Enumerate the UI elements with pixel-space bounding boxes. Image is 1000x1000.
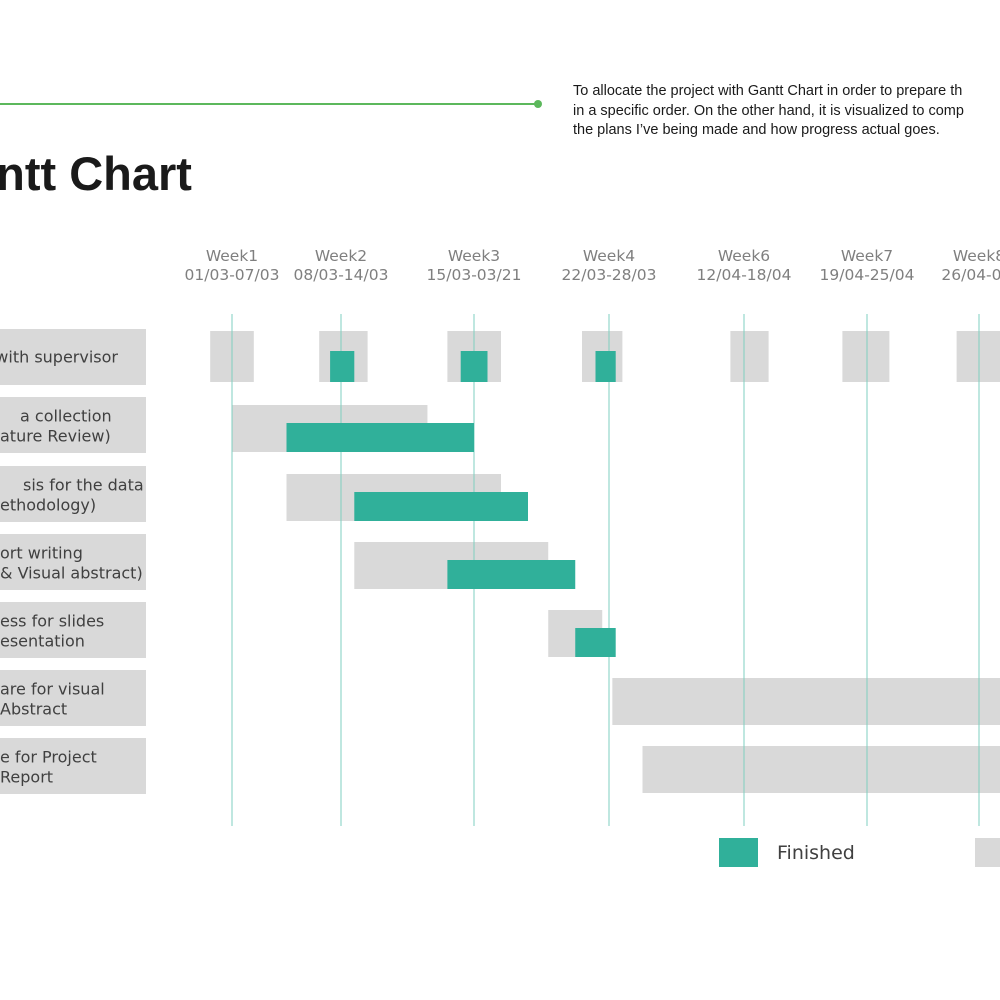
page-title: antt Chart: [0, 147, 192, 200]
finished-bar: [595, 351, 616, 382]
header-divider-line: [0, 103, 538, 105]
legend-swatch-planned: [975, 838, 1000, 867]
task-label: ess for slides: [0, 612, 104, 631]
finished-bar: [460, 351, 488, 382]
legend-label-finished: Finished: [777, 842, 855, 864]
week-header-range: 12/04-18/04: [697, 266, 792, 284]
task-label: ethodology): [0, 496, 96, 515]
task-label: & Visual abstract): [0, 564, 143, 583]
description-line: To allocate the project with Gantt Chart…: [573, 83, 963, 99]
week-header-range: 19/04-25/04: [820, 266, 915, 284]
task-label: sis for the data: [23, 476, 144, 495]
description-text: To allocate the project with Gantt Chart…: [573, 82, 1000, 141]
finished-bar: [330, 351, 355, 382]
week-header-range: 15/03-03/21: [427, 266, 522, 284]
week-header-range: 26/04-02/: [941, 266, 1000, 284]
description-line: in a specific order. On the other hand, …: [573, 102, 964, 119]
week-header-range: 08/03-14/03: [294, 266, 389, 284]
week-header-name: Week7: [841, 247, 893, 265]
task-label-box: [0, 738, 146, 794]
week-header-range: 01/03-07/03: [185, 266, 280, 284]
task-label: ature Review): [0, 427, 111, 446]
task-label: are for visual: [0, 680, 105, 699]
finished-bar: [286, 423, 474, 452]
week-header-name: Week8: [953, 247, 1000, 265]
task-label: e for Project: [0, 748, 97, 767]
task-label-box: [0, 670, 146, 726]
week-header-name: Week3: [448, 247, 500, 265]
task-label: esentation: [0, 632, 85, 651]
week-header-name: Week2: [315, 247, 367, 265]
finished-bar: [447, 560, 576, 589]
task-label-box: [0, 534, 146, 590]
task-label: a collection: [20, 407, 112, 426]
task-label-box: [0, 329, 146, 385]
week-header-name: Week6: [718, 247, 770, 265]
task-label-box: [0, 397, 146, 453]
task-label-box: [0, 466, 146, 522]
task-label: ort writing: [0, 544, 83, 563]
task-label-box: [0, 602, 146, 658]
planned-bar: [730, 331, 769, 382]
finished-bar: [354, 492, 528, 521]
planned-bar: [642, 746, 1000, 793]
task-label: Abstract: [0, 700, 67, 719]
task-label: Report: [0, 768, 53, 787]
header-divider-dot: [534, 100, 542, 108]
week-header-range: 22/03-28/03: [562, 266, 657, 284]
planned-bar: [612, 678, 1000, 725]
planned-bar: [956, 331, 1000, 382]
task-label: with supervisor: [0, 348, 118, 367]
finished-bar: [575, 628, 616, 657]
week-header-name: Week1: [206, 247, 258, 265]
description-line: the plans I’ve being made and how progre…: [573, 122, 940, 138]
legend-swatch-finished: [719, 838, 758, 867]
week-header-name: Week4: [583, 247, 635, 265]
planned-bar: [842, 331, 890, 382]
